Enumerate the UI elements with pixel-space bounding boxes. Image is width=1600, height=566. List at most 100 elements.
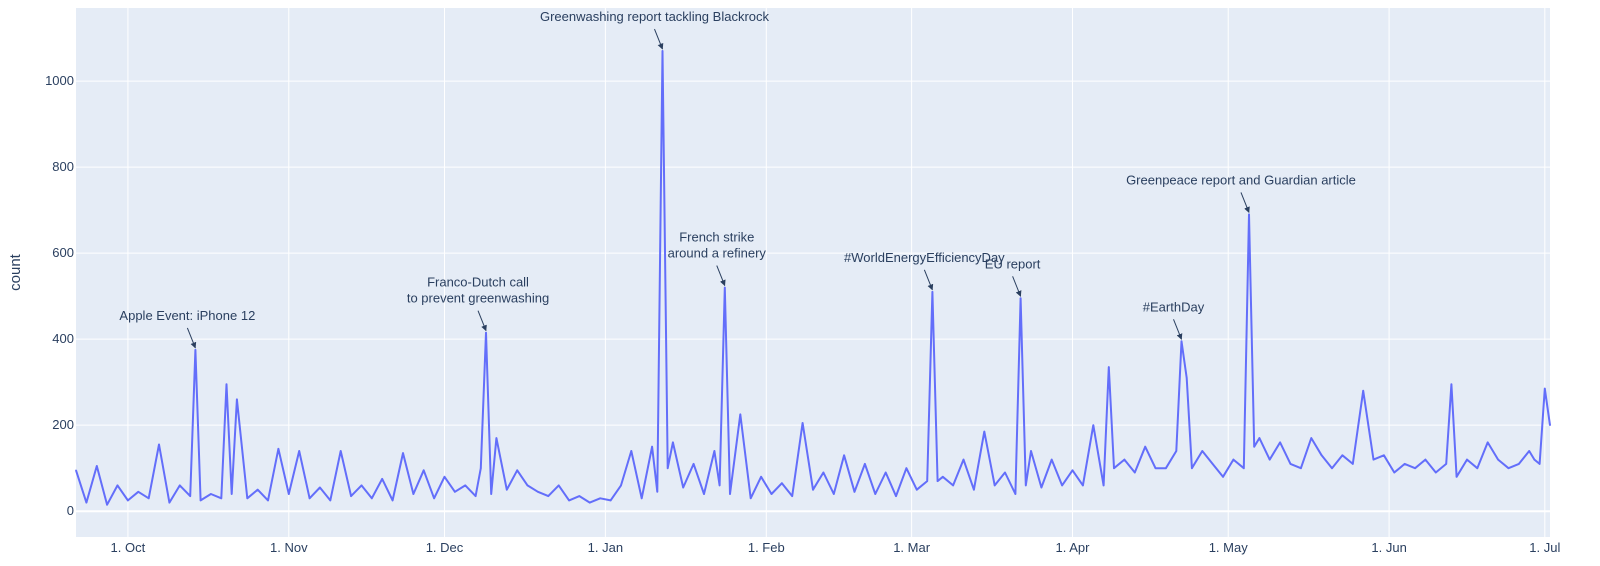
data-point [672, 441, 674, 444]
data-point [853, 491, 856, 493]
data-point [371, 497, 373, 500]
data-point [1050, 458, 1053, 461]
data-point [557, 484, 560, 487]
data-point [884, 471, 887, 474]
data-point [1289, 463, 1292, 465]
data-point [1092, 424, 1095, 427]
data-point [1450, 383, 1453, 386]
data-point [1154, 467, 1157, 470]
data-point [1538, 463, 1541, 465]
grid [76, 8, 1550, 537]
data-point [1362, 390, 1364, 392]
x-tick-label: 1. Feb [748, 540, 785, 555]
x-tick-label: 1. Nov [270, 540, 308, 555]
data-point [1331, 467, 1333, 470]
annotation-text: French strike around a refinery [668, 230, 767, 261]
data-point [1372, 458, 1375, 461]
data-point [298, 450, 301, 452]
x-tick-label: 1. Mar [893, 540, 931, 555]
data-point [547, 495, 550, 497]
annotation-text: #WorldEnergyEfficiencyDay [844, 250, 1005, 265]
data-point [147, 497, 150, 500]
data-point [1300, 467, 1302, 470]
data-point [942, 476, 944, 478]
data-point [630, 450, 633, 452]
data-point [1497, 458, 1499, 461]
data-point [656, 491, 659, 493]
data-point [1528, 450, 1530, 452]
annotation-text: #EarthDay [1143, 299, 1205, 314]
data-point [692, 463, 695, 465]
y-tick-label: 800 [52, 159, 74, 174]
data-point [801, 422, 804, 424]
data-point [931, 291, 934, 293]
series-layer [75, 50, 1551, 506]
data-point [246, 497, 249, 500]
data-point [236, 398, 238, 401]
data-point [1175, 450, 1178, 452]
data-point [1014, 493, 1017, 495]
data-point [874, 493, 877, 495]
data-point [682, 486, 684, 489]
data-point [199, 499, 202, 502]
data-point [661, 50, 664, 52]
annotations: Apple Event: iPhone 12 Franco-Dutch call t… [119, 9, 1356, 349]
data-point [422, 469, 425, 472]
data-point [1040, 486, 1043, 489]
data-point [822, 471, 825, 474]
annotation-text: Franco-Dutch call to prevent greenwashing [407, 275, 549, 306]
data-point [1310, 437, 1313, 439]
data-point [713, 450, 716, 452]
data-point [1533, 458, 1536, 461]
data-point [75, 469, 77, 472]
data-point [724, 286, 726, 289]
data-point [1352, 463, 1354, 465]
data-point [402, 452, 404, 454]
data-point [666, 467, 669, 470]
annotation-arrow [186, 327, 197, 349]
data-point [381, 478, 384, 480]
y-tick-label: 200 [52, 417, 74, 432]
data-point [760, 476, 762, 478]
plot-background [76, 8, 1550, 537]
data-point [781, 482, 783, 485]
annotation-text: Greenwashing report tackling Blackrock [540, 9, 770, 24]
annotation-arrow [923, 269, 934, 291]
x-tick-label: 1. May [1209, 540, 1249, 555]
data-point [1258, 437, 1261, 439]
data-point [620, 484, 622, 487]
data-point [651, 445, 653, 448]
data-point [1544, 387, 1546, 390]
data-point [412, 493, 415, 495]
data-point [116, 484, 119, 487]
data-point [1185, 377, 1188, 379]
data-point [1279, 441, 1281, 444]
data-point [1383, 454, 1385, 457]
data-point [225, 383, 228, 386]
data-point [1108, 366, 1110, 368]
data-point [926, 480, 928, 482]
data-point [537, 491, 539, 493]
x-tick-label: 1. Jun [1371, 540, 1406, 555]
data-point [168, 501, 171, 504]
data-point [329, 499, 332, 502]
data-point [474, 495, 477, 497]
y-tick-label: 1000 [45, 73, 74, 88]
data-point [1424, 458, 1427, 461]
data-point [1061, 484, 1063, 487]
annotation-arrow [477, 310, 487, 332]
data-point [916, 488, 918, 491]
data-point [1393, 471, 1396, 474]
data-point [1030, 450, 1032, 452]
data-point [1466, 458, 1468, 461]
y-axis-ticks: 0 200 400 600 800 1000 [45, 73, 74, 518]
data-point [843, 454, 845, 457]
data-point [609, 499, 612, 502]
data-point [433, 497, 435, 500]
data-point [640, 497, 643, 500]
data-point [993, 484, 996, 487]
data-point [905, 467, 908, 470]
data-point [1082, 484, 1084, 487]
data-point [277, 448, 280, 450]
